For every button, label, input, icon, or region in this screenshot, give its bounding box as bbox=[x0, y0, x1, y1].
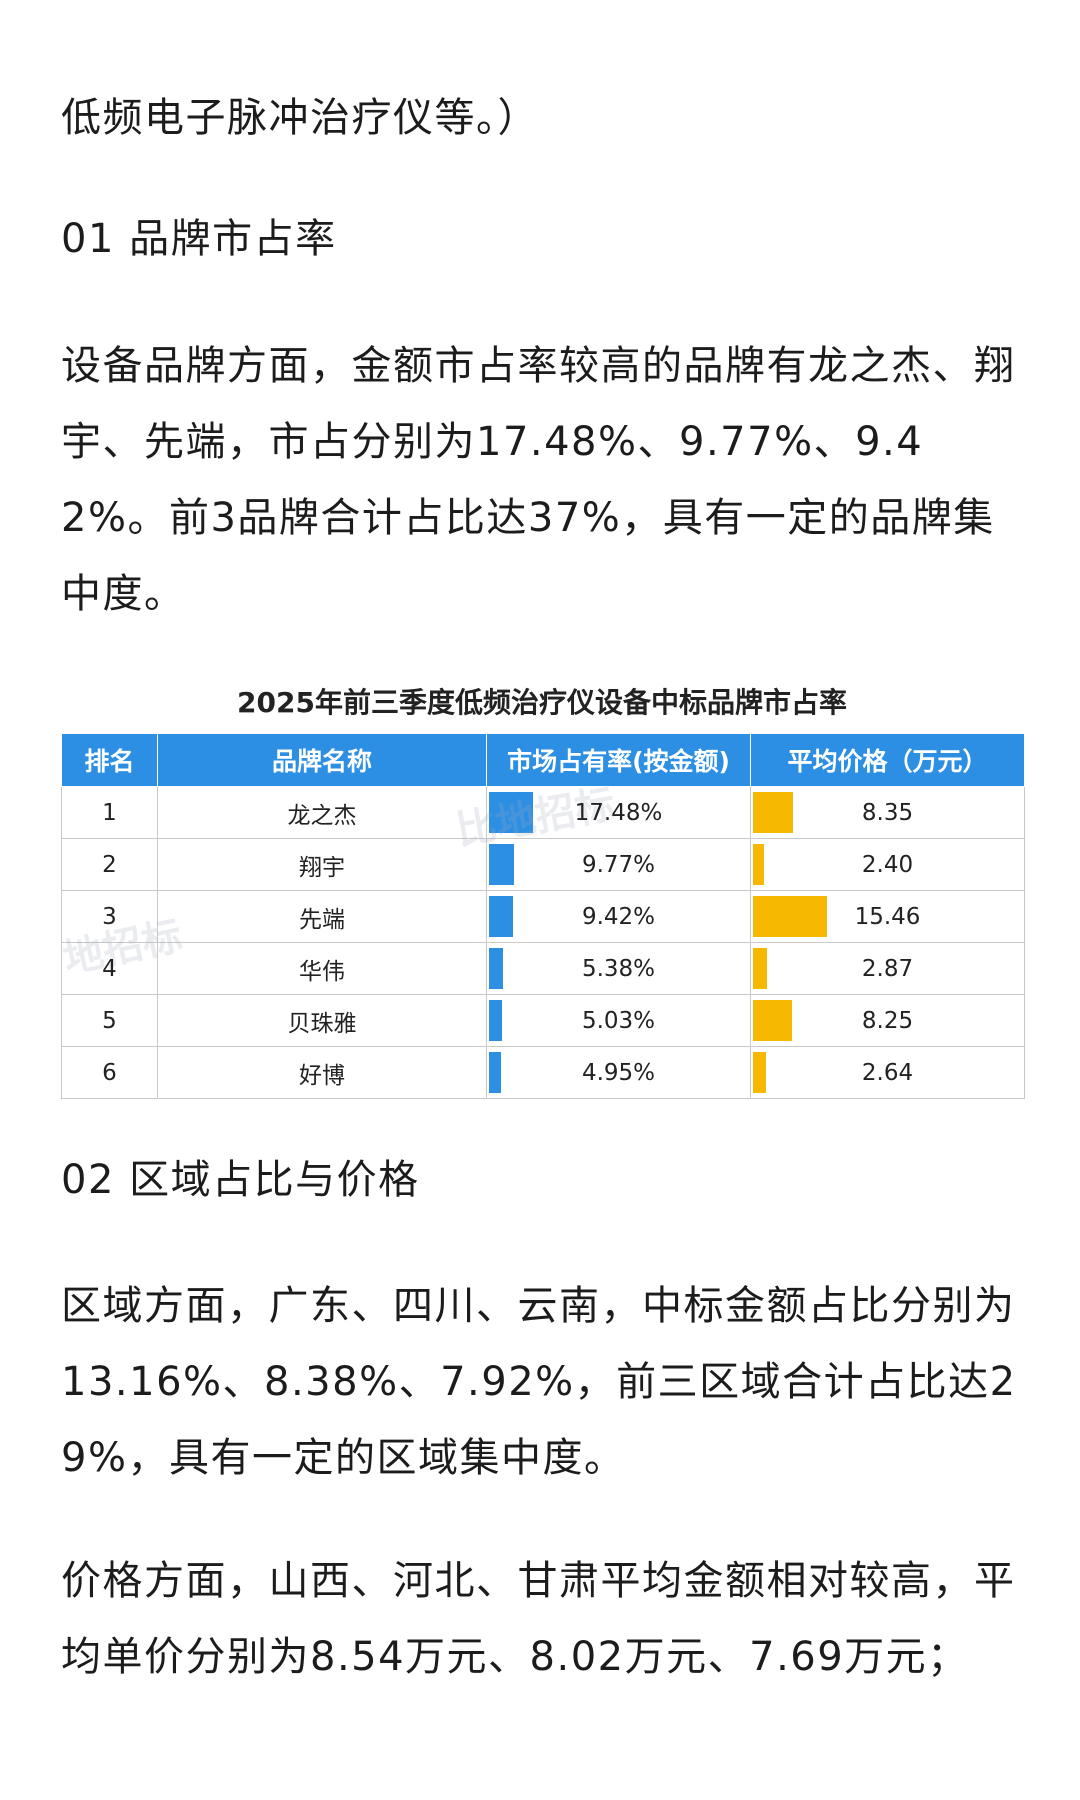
cell-rank: 4 bbox=[61, 942, 158, 995]
cell-share-value: 5.03% bbox=[581, 1007, 656, 1034]
share-bar bbox=[489, 1000, 502, 1041]
price-bar bbox=[753, 1000, 792, 1041]
table-row: 6 好博 4.95% 2.64 bbox=[61, 1046, 1025, 1099]
cell-share: 5.03% bbox=[486, 994, 751, 1047]
cell-brand-value: 贝珠雅 bbox=[287, 1010, 357, 1037]
cell-price: 2.87 bbox=[750, 942, 1025, 995]
region-share-paragraph: 区域方面，广东、四川、云南，中标金额占比分别为13.16%、8.38%、7.92… bbox=[61, 1283, 1017, 1481]
cell-share: 9.77% bbox=[486, 838, 751, 891]
cell-share-value: 9.77% bbox=[581, 851, 656, 878]
price-bar bbox=[753, 896, 827, 937]
cell-share-value: 9.42% bbox=[581, 903, 656, 930]
cell-rank: 2 bbox=[61, 838, 158, 891]
cell-brand-value: 龙之杰 bbox=[287, 802, 357, 829]
table-header-row: 排名 品牌名称 市场占有率(按金额) 平均价格（万元） bbox=[61, 733, 1025, 787]
cell-share: 17.48% bbox=[486, 786, 751, 839]
cell-price-value: 2.87 bbox=[861, 955, 914, 982]
cell-brand: 贝珠雅 bbox=[157, 994, 487, 1047]
table-title: 2025年前三季度低频治疗仪设备中标品牌市占率 bbox=[237, 686, 847, 719]
cell-rank-value: 2 bbox=[102, 851, 117, 878]
price-bar bbox=[753, 792, 793, 833]
price-bar bbox=[753, 844, 764, 885]
cell-rank-value: 3 bbox=[102, 903, 117, 930]
cell-share: 5.38% bbox=[486, 942, 751, 995]
cell-price: 15.46 bbox=[750, 890, 1025, 943]
cell-rank-value: 6 bbox=[102, 1059, 117, 1086]
section-heading-brand-share: 01 品牌市占率 bbox=[61, 216, 337, 262]
cell-brand: 好博 bbox=[157, 1046, 487, 1099]
cell-brand-value: 好博 bbox=[299, 1062, 345, 1089]
cell-rank: 5 bbox=[61, 994, 158, 1047]
share-bar bbox=[489, 1052, 501, 1093]
cell-brand: 龙之杰 bbox=[157, 786, 487, 839]
table-row: 1 龙之杰 17.48% 8.35 bbox=[61, 786, 1025, 839]
cell-rank-value: 4 bbox=[102, 955, 117, 982]
cell-share-value: 17.48% bbox=[574, 799, 663, 826]
cell-price: 2.64 bbox=[750, 1046, 1025, 1099]
header-brand: 品牌名称 bbox=[157, 733, 487, 787]
brand-share-paragraph: 设备品牌方面，金额市占率较高的品牌有龙之杰、翔宇、先端，市占分别为17.48%、… bbox=[61, 343, 1016, 617]
cell-share: 4.95% bbox=[486, 1046, 751, 1099]
table-row: 2 翔宇 9.77% 2.40 bbox=[61, 838, 1025, 891]
price-bar bbox=[753, 948, 767, 989]
header-rank: 排名 bbox=[61, 733, 158, 787]
header-avg-price: 平均价格（万元） bbox=[750, 733, 1025, 787]
table-row: 5 贝珠雅 5.03% 8.25 bbox=[61, 994, 1025, 1047]
cell-brand-value: 华伟 bbox=[299, 958, 345, 985]
cell-price-value: 8.25 bbox=[861, 1007, 914, 1034]
cell-price: 8.25 bbox=[750, 994, 1025, 1047]
cell-rank-value: 1 bbox=[102, 799, 117, 826]
cell-brand-value: 先端 bbox=[299, 906, 345, 933]
table-row: 3 先端 9.42% 15.46 bbox=[61, 890, 1025, 943]
cell-price-value: 2.64 bbox=[861, 1059, 914, 1086]
cell-share-value: 5.38% bbox=[581, 955, 656, 982]
intro-tail-paragraph: 低频电子脉冲治疗仪等。） bbox=[61, 95, 539, 141]
cell-brand: 翔宇 bbox=[157, 838, 487, 891]
cell-rank: 6 bbox=[61, 1046, 158, 1099]
cell-price-value: 2.40 bbox=[861, 851, 914, 878]
cell-brand: 先端 bbox=[157, 890, 487, 943]
share-bar bbox=[489, 792, 533, 833]
price-bar bbox=[753, 1052, 766, 1093]
cell-rank: 1 bbox=[61, 786, 158, 839]
cell-price: 2.40 bbox=[750, 838, 1025, 891]
header-market-share: 市场占有率(按金额) bbox=[486, 733, 751, 787]
table-row: 4 华伟 5.38% 2.87 bbox=[61, 942, 1025, 995]
share-bar bbox=[489, 948, 503, 989]
share-bar bbox=[489, 896, 513, 937]
share-bar bbox=[489, 844, 514, 885]
cell-brand-value: 翔宇 bbox=[299, 854, 345, 881]
cell-rank-value: 5 bbox=[102, 1007, 117, 1034]
cell-price-value: 15.46 bbox=[854, 903, 921, 930]
cell-share: 9.42% bbox=[486, 890, 751, 943]
region-price-paragraph: 价格方面，山西、河北、甘肃平均金额相对较高，平均单价分别为8.54万元、8.02… bbox=[61, 1558, 1016, 1680]
cell-share-value: 4.95% bbox=[581, 1059, 656, 1086]
cell-rank: 3 bbox=[61, 890, 158, 943]
brand-share-table: 排名 品牌名称 市场占有率(按金额) 平均价格（万元） 1 龙之杰 17.48% 8.… bbox=[61, 733, 1025, 1099]
cell-price: 8.35 bbox=[750, 786, 1025, 839]
cell-price-value: 8.35 bbox=[861, 799, 914, 826]
section-heading-region: 02 区域占比与价格 bbox=[61, 1157, 420, 1203]
cell-brand: 华伟 bbox=[157, 942, 487, 995]
